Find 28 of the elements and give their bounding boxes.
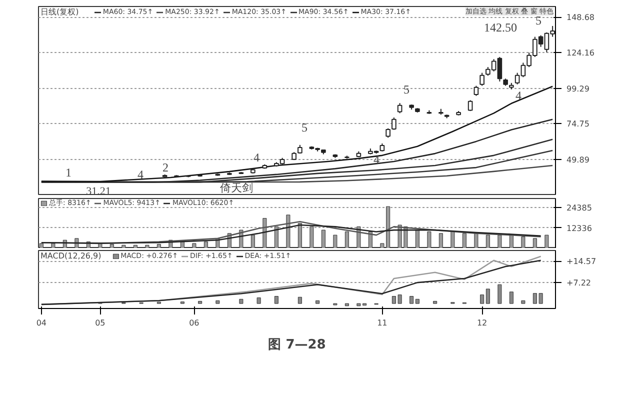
y-tick-label: 124.16	[566, 48, 594, 58]
y-tick-label: +14.57	[566, 257, 596, 266]
annotation: 4	[254, 150, 260, 164]
x-tick-label: 12	[476, 318, 488, 328]
x-tick-label: 06	[189, 318, 200, 328]
caption: 图 7—28	[268, 338, 326, 352]
annotation: 5	[404, 82, 410, 96]
x-tick-label: 11	[377, 318, 388, 328]
y-tick-label: +7.22	[566, 278, 592, 288]
chart-title: 日线(复权)	[40, 8, 79, 16]
annotation: 4	[516, 88, 522, 102]
annotation: 倚天剑	[220, 182, 253, 194]
chart-title: MACD(12,26,9)	[40, 252, 102, 260]
annotation: 5	[536, 14, 542, 28]
x-tick-label: 05	[95, 318, 106, 328]
annotation: 2	[162, 160, 168, 174]
y-tick-label: 49.89	[566, 155, 590, 164]
annotation: 1	[66, 166, 72, 180]
y-tick-label: 148.68	[566, 13, 594, 22]
annotation: 142.50	[484, 20, 517, 34]
y-tick-label: 12336	[566, 224, 592, 233]
y-tick-label: 74.75	[566, 120, 590, 129]
annotation: 4	[374, 152, 380, 166]
x-tick-label: 04	[36, 318, 47, 328]
annotation: 5	[302, 120, 308, 134]
annotation: 4	[138, 168, 144, 182]
y-tick-label: 99.29	[566, 84, 590, 94]
y-tick-label: 24385	[566, 204, 592, 213]
